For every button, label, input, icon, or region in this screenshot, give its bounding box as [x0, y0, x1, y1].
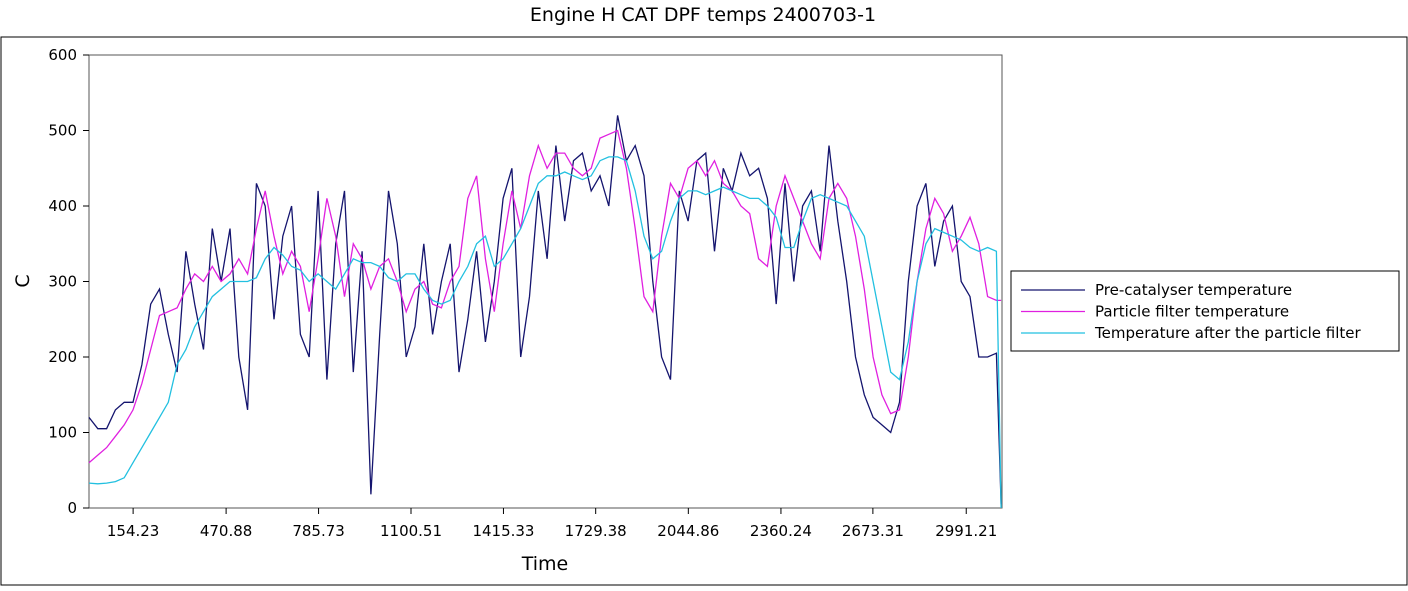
x-tick-label: 1729.38 — [565, 522, 627, 540]
y-tick-label: 200 — [48, 348, 77, 366]
y-tick-label: 300 — [48, 273, 77, 291]
y-tick-label: 600 — [48, 46, 77, 64]
y-tick-label: 400 — [48, 197, 77, 215]
y-tick-label: 0 — [67, 499, 77, 517]
chart-title: Engine H CAT DPF temps 2400703-1 — [530, 4, 876, 26]
x-tick-label: 2991.21 — [935, 522, 997, 540]
y-tick-label: 500 — [48, 122, 77, 140]
x-tick-label: 2673.31 — [842, 522, 904, 540]
legend-label: Pre-catalyser temperature — [1095, 281, 1292, 299]
series-line — [88, 129, 1002, 464]
series-line — [88, 156, 1002, 509]
x-axis-label: Time — [521, 553, 569, 575]
series-line — [88, 115, 1002, 505]
frame — [0, 36, 1408, 586]
x-tick-label: 1415.33 — [472, 522, 534, 540]
legend-label: Particle filter temperature — [1095, 303, 1289, 321]
x-tick-label: 2044.86 — [657, 522, 719, 540]
x-tick-label: 470.88 — [200, 522, 253, 540]
x-tick-label: 1100.51 — [380, 522, 442, 540]
legend-label: Temperature after the particle filter — [1094, 324, 1361, 342]
x-tick-label: 154.23 — [107, 522, 160, 540]
x-tick-label: 785.73 — [292, 522, 345, 540]
y-tick-label: 100 — [48, 424, 77, 442]
plot-area — [88, 54, 1003, 509]
x-tick-label: 2360.24 — [750, 522, 812, 540]
y-axis-label: C — [12, 274, 34, 287]
